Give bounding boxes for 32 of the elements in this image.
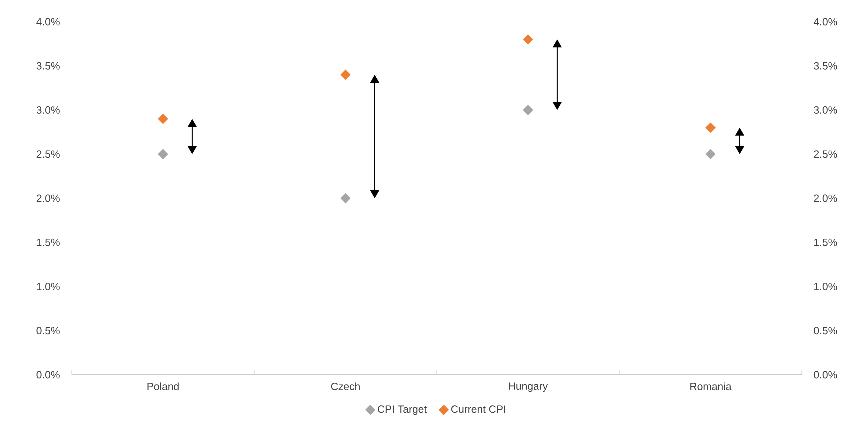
y2-tick-label: 2.5%	[814, 150, 838, 158]
y2-tick-label: 1.0%	[814, 283, 838, 290]
y-tick-label: 4.0%	[36, 18, 60, 26]
legend-label: CPI Target	[378, 406, 428, 416]
y2-tick-label: 3.5%	[814, 62, 838, 70]
y-tick-label: 0.0%	[36, 371, 60, 379]
point	[706, 149, 716, 160]
legend-label: Current CPI	[452, 406, 506, 414]
y2-tick-label: 0.5%	[814, 327, 838, 335]
y-tick-label: 3.0%	[36, 106, 60, 114]
x-tick-label: Hungary	[509, 382, 548, 392]
y-tick-label: 1.5%	[37, 238, 60, 246]
x-tick-label: Romania	[690, 382, 732, 390]
point	[158, 114, 168, 124]
y2-tick-label: 4.0%	[814, 18, 838, 26]
y2-tick-label: 3.0%	[814, 106, 838, 114]
y2-tick-label: 1.5%	[814, 238, 838, 246]
x-tick-label: Czech	[331, 382, 360, 390]
y-tick-label: 0.5%	[36, 327, 60, 335]
y-tick-label: 1.0%	[37, 283, 60, 290]
y2-tick-label: 2.0%	[814, 194, 838, 202]
point	[523, 34, 534, 45]
point	[158, 149, 168, 160]
x-tick-label: Poland	[148, 382, 179, 390]
point	[706, 122, 716, 134]
y2-tick-label: 0.0%	[814, 371, 838, 379]
point	[340, 193, 351, 204]
y-tick-label: 2.5%	[36, 150, 60, 158]
point	[523, 105, 534, 116]
y-tick-label: 2.0%	[36, 194, 60, 202]
y-tick-label: 3.5%	[36, 62, 60, 70]
point	[340, 70, 351, 80]
